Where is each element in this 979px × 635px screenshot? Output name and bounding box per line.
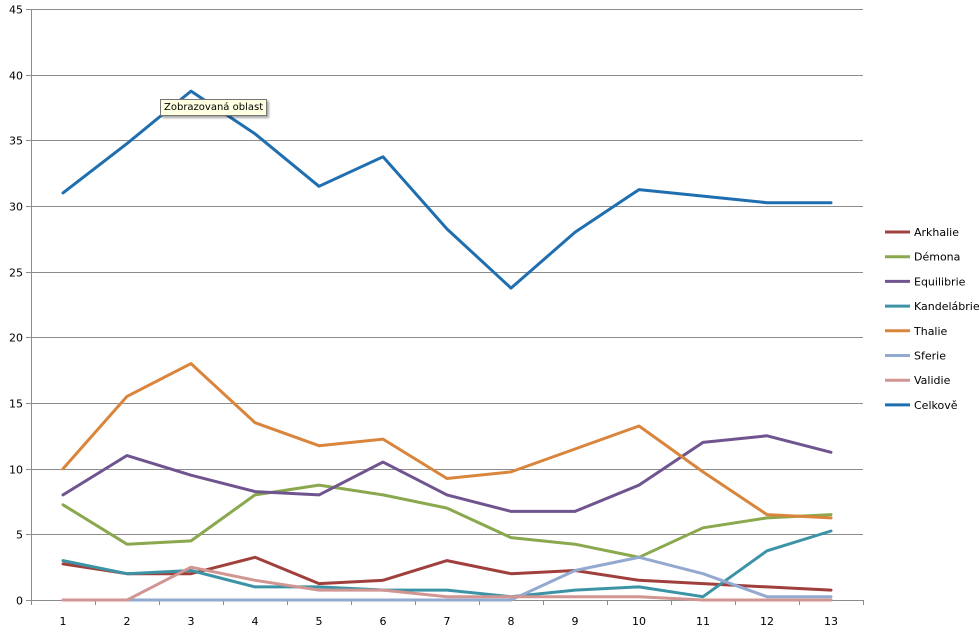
x-tick-label: 1 xyxy=(60,615,67,628)
x-tick-label: 13 xyxy=(824,615,838,628)
x-tick-label: 8 xyxy=(508,615,515,628)
legend-label: Validie xyxy=(914,374,951,387)
y-tick-label: 40 xyxy=(9,70,23,83)
legend: Arkhalie Démona Equilibrie Kandelábrie Thali… xyxy=(885,226,979,412)
y-tick-label: 30 xyxy=(9,201,23,214)
x-tick-label: 10 xyxy=(632,615,646,628)
legend-label: Thalie xyxy=(913,325,948,338)
series-line-thalie xyxy=(61,362,833,520)
y-tick-label: 0 xyxy=(16,595,23,608)
x-tick-label: 9 xyxy=(572,615,579,628)
legend-label: Sferie xyxy=(914,350,946,363)
legend-label: Kandelábrie xyxy=(914,300,979,313)
y-tick-label: 35 xyxy=(9,135,23,148)
y-tick-labels: 0 5 10 15 20 25 30 35 40 45 xyxy=(9,4,23,608)
y-tick-label: 10 xyxy=(9,464,23,477)
x-tick-label: 6 xyxy=(380,615,387,628)
series-line-validie xyxy=(61,565,833,602)
series-line-démona xyxy=(61,483,833,559)
x-tick-label: 4 xyxy=(252,615,259,628)
y-tick-label: 25 xyxy=(9,267,23,280)
series-line-kandelábrie xyxy=(61,529,833,599)
legend-label: Celkově xyxy=(914,399,958,412)
y-tick-label: 5 xyxy=(16,529,23,542)
x-tick-label: 11 xyxy=(696,615,710,628)
series-line-arkhalie xyxy=(61,555,833,592)
y-tick-label: 20 xyxy=(9,332,23,345)
series-line-sferie xyxy=(61,555,833,602)
legend-label: Equilibrie xyxy=(914,275,966,288)
x-tick-label: 2 xyxy=(124,615,131,628)
x-tick-label: 5 xyxy=(316,615,323,628)
tooltip: Zobrazovaná oblast xyxy=(160,99,268,116)
x-tick-label: 7 xyxy=(444,615,451,628)
gridlines xyxy=(31,9,863,535)
axes xyxy=(26,9,864,605)
x-tick-label: 12 xyxy=(760,615,774,628)
series-lines xyxy=(61,89,833,602)
x-tick-labels: 1 2 3 4 5 6 7 8 9 10 11 12 13 xyxy=(60,615,839,628)
y-tick-label: 15 xyxy=(9,398,23,411)
legend-label: Arkhalie xyxy=(914,226,959,239)
y-tick-label: 45 xyxy=(9,4,23,17)
series-line-celkově xyxy=(61,89,833,290)
x-tick-label: 3 xyxy=(188,615,195,628)
legend-label: Démona xyxy=(914,251,960,264)
series-line-equilibrie xyxy=(61,434,833,513)
